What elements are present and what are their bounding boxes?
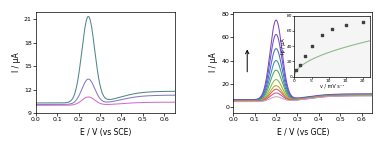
X-axis label: E / V (vs GCE): E / V (vs GCE) xyxy=(277,128,329,137)
X-axis label: E / V (vs SCE): E / V (vs SCE) xyxy=(80,128,131,137)
Y-axis label: I / μA: I / μA xyxy=(12,52,21,72)
Y-axis label: I / μA: I / μA xyxy=(209,52,218,72)
